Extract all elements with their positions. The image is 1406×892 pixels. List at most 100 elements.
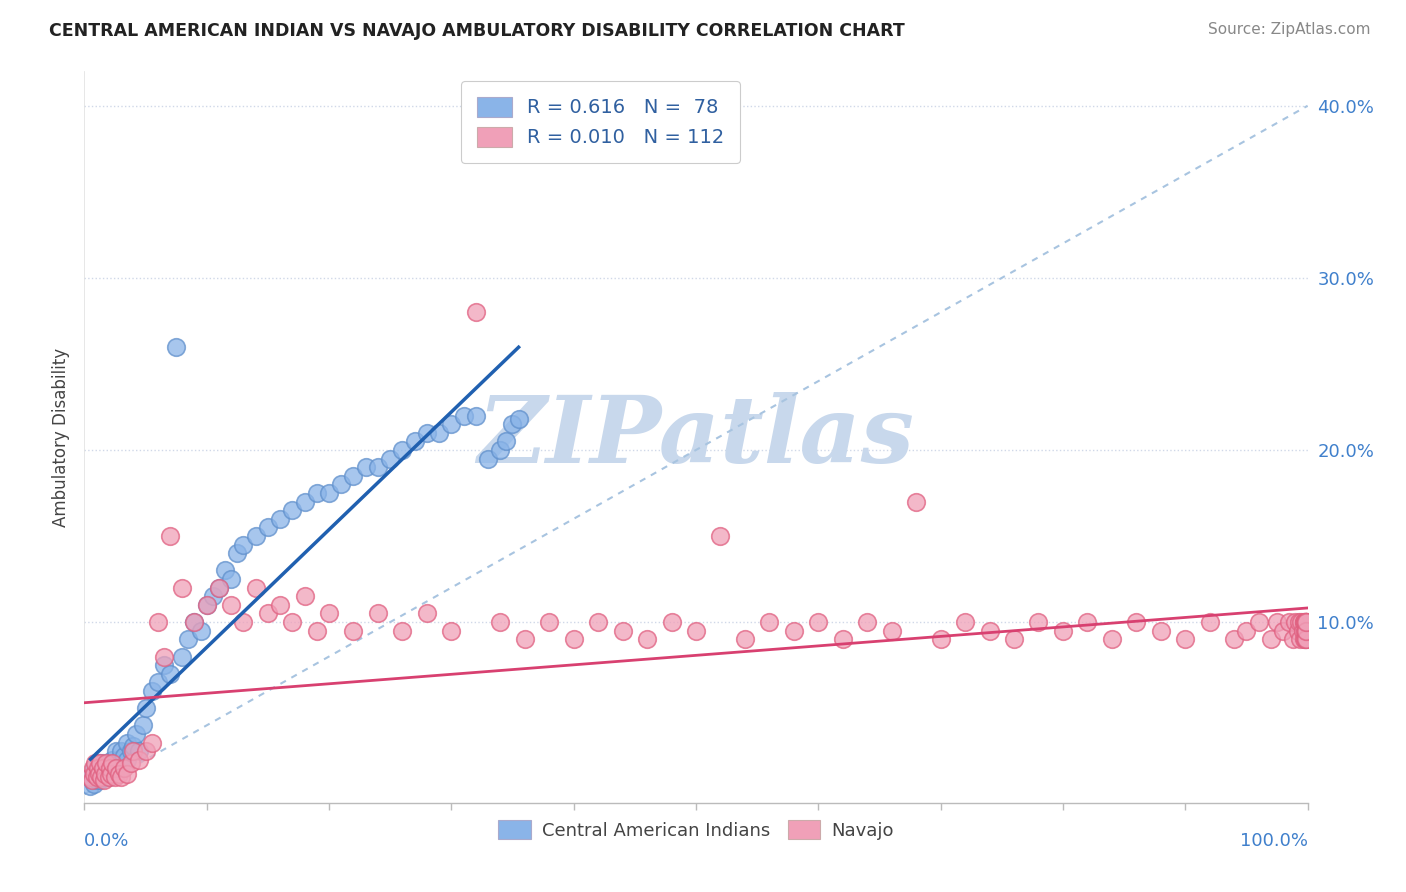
Point — [172, 649, 194, 664]
Point — [172, 581, 194, 595]
Text: CENTRAL AMERICAN INDIAN VS NAVAJO AMBULATORY DISABILITY CORRELATION CHART: CENTRAL AMERICAN INDIAN VS NAVAJO AMBULA… — [49, 22, 905, 40]
Point — [86, 761, 108, 775]
Point — [1294, 624, 1316, 638]
Point — [404, 434, 426, 449]
Point — [416, 607, 439, 621]
Point — [489, 615, 512, 629]
Point — [100, 761, 122, 775]
Point — [1292, 632, 1315, 647]
Point — [232, 538, 254, 552]
Point — [87, 766, 110, 780]
Point — [305, 624, 328, 638]
Point — [831, 632, 853, 647]
Point — [269, 512, 291, 526]
Point — [269, 598, 291, 612]
Point — [208, 581, 231, 595]
Point — [1101, 632, 1123, 647]
Point — [807, 615, 830, 629]
Point — [489, 442, 512, 457]
Point — [953, 615, 976, 629]
Point — [1294, 632, 1316, 647]
Point — [1295, 615, 1317, 629]
Point — [105, 761, 128, 775]
Point — [90, 766, 112, 780]
Point — [122, 739, 145, 753]
Point — [1265, 615, 1288, 629]
Point — [1125, 615, 1147, 629]
Point — [294, 494, 316, 508]
Point — [1295, 632, 1317, 647]
Point — [120, 756, 142, 771]
Point — [195, 598, 218, 612]
Point — [685, 624, 707, 638]
Point — [1295, 624, 1317, 638]
Point — [257, 607, 280, 621]
Point — [104, 756, 127, 771]
Point — [1292, 624, 1315, 638]
Point — [101, 753, 124, 767]
Legend: Central American Indians, Navajo: Central American Indians, Navajo — [489, 811, 903, 848]
Point — [135, 744, 157, 758]
Point — [709, 529, 731, 543]
Point — [105, 744, 128, 758]
Point — [905, 494, 928, 508]
Point — [87, 761, 110, 775]
Point — [153, 658, 176, 673]
Point — [380, 451, 402, 466]
Point — [1282, 632, 1305, 647]
Point — [80, 773, 103, 788]
Point — [636, 632, 658, 647]
Point — [856, 615, 879, 629]
Point — [110, 770, 132, 784]
Point — [146, 675, 169, 690]
Point — [128, 744, 150, 758]
Point — [513, 632, 536, 647]
Point — [97, 770, 120, 784]
Point — [120, 744, 142, 758]
Point — [1002, 632, 1025, 647]
Point — [83, 761, 105, 775]
Point — [91, 761, 114, 775]
Point — [110, 744, 132, 758]
Point — [214, 564, 236, 578]
Point — [464, 409, 486, 423]
Point — [82, 766, 104, 780]
Point — [1295, 615, 1317, 629]
Point — [1295, 615, 1317, 629]
Point — [122, 744, 145, 758]
Point — [83, 766, 105, 780]
Point — [82, 761, 104, 775]
Point — [1295, 615, 1317, 629]
Point — [1289, 632, 1312, 647]
Point — [1076, 615, 1098, 629]
Text: 100.0%: 100.0% — [1240, 832, 1308, 850]
Point — [91, 770, 114, 784]
Point — [318, 607, 340, 621]
Point — [391, 624, 413, 638]
Point — [146, 615, 169, 629]
Point — [318, 486, 340, 500]
Point — [159, 529, 181, 543]
Point — [508, 412, 530, 426]
Point — [141, 684, 163, 698]
Point — [586, 615, 609, 629]
Point — [80, 773, 103, 788]
Point — [453, 409, 475, 423]
Point — [115, 753, 138, 767]
Point — [464, 305, 486, 319]
Point — [427, 425, 450, 440]
Point — [1292, 615, 1315, 629]
Point — [1174, 632, 1197, 647]
Point — [89, 773, 111, 788]
Point — [354, 460, 377, 475]
Point — [159, 666, 181, 681]
Point — [86, 770, 108, 784]
Point — [112, 749, 135, 764]
Point — [1286, 624, 1309, 638]
Point — [1292, 615, 1315, 629]
Point — [153, 649, 176, 664]
Point — [101, 756, 124, 771]
Point — [93, 773, 115, 788]
Point — [440, 417, 463, 432]
Point — [89, 761, 111, 775]
